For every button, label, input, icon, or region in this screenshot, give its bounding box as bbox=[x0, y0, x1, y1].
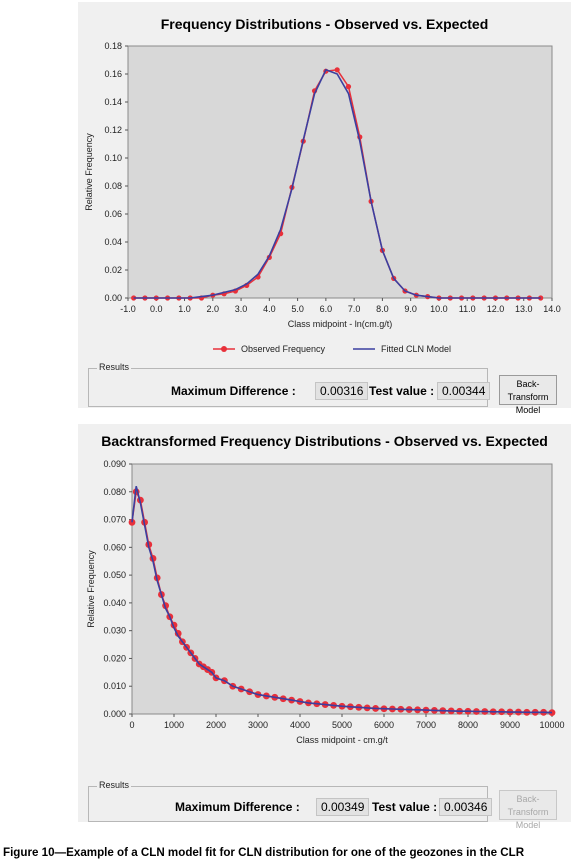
chart-panel-1: Frequency Distributions - Observed vs. E… bbox=[78, 2, 571, 415]
y-tick-label: 0.000 bbox=[103, 709, 126, 719]
back-transform-label-2: Model bbox=[515, 405, 541, 415]
x-tick-label: 1.0 bbox=[178, 304, 191, 314]
test-value-label: Test value : bbox=[369, 384, 435, 398]
results-label: Results bbox=[97, 362, 132, 372]
observed-frequency-point bbox=[334, 67, 340, 73]
y-tick-label: 0.050 bbox=[103, 570, 126, 580]
x-tick-label: 8000 bbox=[458, 720, 478, 730]
back-transform-label-2: Model bbox=[515, 820, 541, 830]
results-group: Results Maximum Difference : 0.00316 Tes… bbox=[88, 362, 491, 407]
y-tick-label: 0.020 bbox=[103, 653, 126, 663]
x-tick-label: 9.0 bbox=[404, 304, 417, 314]
x-tick-label: 11.0 bbox=[459, 304, 476, 314]
observed-frequency-point bbox=[131, 295, 137, 301]
max-difference-label: Maximum Difference : bbox=[171, 384, 296, 398]
fitted-cln-model-line bbox=[131, 486, 553, 714]
y-axis-label: Relative Frequency bbox=[84, 133, 94, 211]
x-tick-label: 10.0 bbox=[430, 304, 448, 314]
x-tick-label: 0.0 bbox=[150, 304, 163, 314]
y-tick-label: 0.16 bbox=[104, 69, 122, 79]
y-tick-label: 0.04 bbox=[104, 237, 122, 247]
y-tick-label: 0.060 bbox=[103, 542, 126, 552]
back-transform-button[interactable]: Back-Transform Model bbox=[499, 790, 557, 830]
x-tick-label: 6.0 bbox=[320, 304, 333, 314]
results-group: Results Maximum Difference : 0.00349 Tes… bbox=[88, 780, 493, 822]
x-tick-label: 3.0 bbox=[235, 304, 248, 314]
y-tick-label: 0.00 bbox=[104, 293, 122, 303]
x-axis-label: Class midpoint - ln(cm.g/t) bbox=[288, 319, 393, 329]
max-difference-label: Maximum Difference : bbox=[175, 800, 300, 814]
max-difference-value: 0.00316 bbox=[315, 382, 369, 400]
x-tick-label: 4000 bbox=[290, 720, 310, 730]
x-tick-label: -1.0 bbox=[120, 304, 136, 314]
y-axis-label: Relative Frequency bbox=[86, 550, 96, 628]
x-tick-label: 13.0 bbox=[515, 304, 533, 314]
x-tick-label: 1000 bbox=[164, 720, 184, 730]
x-tick-label: 10000 bbox=[539, 720, 564, 730]
observed-frequency-point bbox=[548, 709, 556, 717]
x-tick-label: 5.0 bbox=[291, 304, 304, 314]
results-label: Results bbox=[97, 780, 132, 790]
x-tick-label: 12.0 bbox=[487, 304, 505, 314]
legend-observed-label: Observed Frequency bbox=[241, 344, 326, 354]
y-tick-label: 0.030 bbox=[103, 626, 126, 636]
y-tick-label: 0.070 bbox=[103, 515, 126, 525]
legend-fitted-label: Fitted CLN Model bbox=[381, 344, 451, 354]
y-tick-label: 0.18 bbox=[104, 41, 122, 51]
y-tick-label: 0.14 bbox=[104, 97, 122, 107]
x-tick-label: 7000 bbox=[416, 720, 436, 730]
plot-area bbox=[131, 463, 553, 715]
x-tick-label: 2000 bbox=[206, 720, 226, 730]
test-value-field: 0.00344 bbox=[437, 382, 491, 400]
back-transform-label: Back-Transform bbox=[507, 794, 549, 817]
fitted-cln-model-line bbox=[133, 68, 541, 299]
y-tick-label: 0.12 bbox=[104, 125, 122, 135]
x-tick-label: 8.0 bbox=[376, 304, 389, 314]
legend-observed-swatch-marker bbox=[221, 346, 227, 352]
chart-panel-2: Backtransformed Frequency Distributions … bbox=[78, 424, 571, 830]
max-difference-value: 0.00349 bbox=[316, 798, 370, 816]
y-tick-label: 0.08 bbox=[104, 181, 122, 191]
chart-title: Frequency Distributions - Observed vs. E… bbox=[160, 16, 489, 32]
y-tick-label: 0.090 bbox=[103, 459, 126, 469]
y-tick-label: 0.080 bbox=[103, 487, 126, 497]
y-tick-label: 0.10 bbox=[104, 153, 122, 163]
x-axis-label: Class midpoint - cm.g/t bbox=[296, 735, 388, 745]
observed-frequency-point bbox=[128, 518, 136, 526]
x-tick-label: 3000 bbox=[248, 720, 268, 730]
y-tick-label: 0.010 bbox=[103, 681, 126, 691]
x-tick-label: 6000 bbox=[374, 720, 394, 730]
test-value-field: 0.00346 bbox=[439, 798, 493, 816]
x-tick-label: 9000 bbox=[500, 720, 520, 730]
y-tick-label: 0.06 bbox=[104, 209, 122, 219]
frequency-chart: -1.0 0.0 1.0 2.0 3.0 4.0 5.0 6.0 7.0 8.0 9.0 10.0 11… bbox=[84, 41, 561, 354]
x-tick-label: 2.0 bbox=[207, 304, 220, 314]
backtransformed-chart: 0 1000 2000 3000 4000 5000 6000 7000 8000 9000 100… bbox=[86, 459, 565, 745]
x-tick-label: 0 bbox=[129, 720, 134, 730]
x-tick-label: 4.0 bbox=[263, 304, 276, 314]
x-tick-label: 5000 bbox=[332, 720, 352, 730]
y-tick-label: 0.02 bbox=[104, 265, 122, 275]
y-tick-label: 0.040 bbox=[103, 598, 126, 608]
figure-caption: Figure 10—Example of a CLN model fit for… bbox=[3, 846, 525, 859]
back-transform-label: Back-Transform bbox=[507, 379, 549, 402]
x-tick-label: 14.0 bbox=[543, 304, 561, 314]
observed-frequency-point bbox=[345, 84, 352, 90]
back-transform-button[interactable]: Back-Transform Model bbox=[499, 375, 557, 415]
chart-title: Backtransformed Frequency Distributions … bbox=[101, 433, 548, 449]
test-value-label: Test value : bbox=[372, 800, 438, 814]
x-tick-label: 7.0 bbox=[348, 304, 361, 314]
plot-area bbox=[127, 45, 553, 299]
